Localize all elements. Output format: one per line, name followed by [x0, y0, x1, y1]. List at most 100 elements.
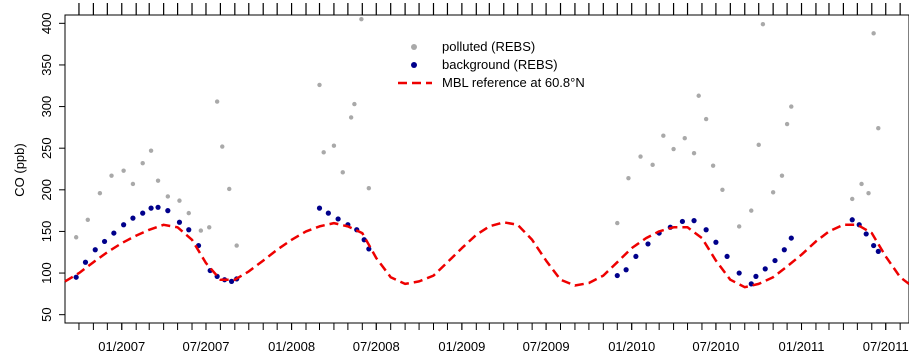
background-point [111, 230, 117, 236]
background-point [703, 227, 709, 233]
background-point [316, 205, 323, 211]
polluted-point [165, 194, 171, 199]
polluted-point [760, 21, 766, 27]
y-tick-label: 300 [39, 96, 54, 118]
background-point [736, 270, 742, 276]
legend-label-mbl: MBL reference at 60.8°N [442, 75, 585, 90]
polluted-point [784, 121, 790, 127]
y-tick-label: 50 [39, 307, 54, 321]
background-point [762, 266, 768, 272]
polluted-point [214, 99, 220, 104]
legend-label-polluted: polluted (REBS) [442, 39, 535, 54]
background-point [140, 210, 146, 216]
polluted-point [650, 162, 655, 168]
y-tick-label: 350 [39, 54, 54, 76]
polluted-point [331, 143, 337, 148]
background-point [186, 227, 192, 233]
background-point [614, 272, 620, 279]
polluted-point [130, 181, 136, 187]
x-tick-label: 01/2008 [268, 339, 315, 354]
polluted-point [866, 190, 871, 196]
polluted-point [348, 115, 354, 120]
polluted-point [198, 228, 204, 233]
x-tick-label: 07/2010 [692, 339, 739, 354]
legend-label-background: background (REBS) [442, 57, 558, 72]
polluted-point [359, 16, 364, 22]
polluted-point [220, 144, 225, 149]
background-point [772, 257, 778, 264]
polluted-point [779, 173, 785, 178]
background-point [148, 205, 154, 211]
y-tick-label: 100 [39, 262, 54, 284]
y-tick-label: 150 [39, 221, 54, 243]
background-point [228, 278, 235, 284]
background-point [165, 208, 171, 214]
background-point [176, 219, 183, 225]
polluted-point [770, 190, 776, 195]
x-tick-label: 01/2009 [438, 339, 485, 354]
axis-ticks: 50 100 150 200 250 300 350 400 01/2007 07/2007 01/… [39, 3, 909, 354]
polluted-point [661, 133, 666, 138]
y-axis-label: CO (ppb) [12, 143, 27, 196]
background-point [713, 239, 719, 245]
x-tick-label: 07/2007 [182, 339, 229, 354]
legend: polluted (REBS) background (REBS) MBL re… [398, 39, 585, 90]
background-point [633, 253, 639, 260]
polluted-point [321, 150, 326, 155]
background-point [101, 238, 108, 245]
polluted-point [155, 178, 161, 183]
polluted-point [710, 163, 716, 168]
background-point [130, 215, 136, 221]
background-point [73, 274, 79, 280]
background-point [849, 217, 855, 223]
polluted-point [207, 225, 212, 230]
polluted-point [871, 31, 876, 36]
polluted-point [340, 170, 345, 175]
y-tick-label: 400 [39, 12, 54, 34]
background-point [871, 242, 877, 249]
background-point [155, 204, 161, 210]
background-point [335, 216, 341, 222]
polluted-point [756, 142, 761, 148]
background-point [748, 281, 754, 287]
x-tick-label: 01/2011 [779, 339, 825, 354]
polluted-point [626, 175, 631, 181]
x-tick-label: 07/2011 [863, 339, 909, 354]
background-point [788, 235, 794, 241]
background-point [82, 259, 89, 265]
polluted-point [140, 160, 145, 166]
polluted-point [109, 173, 114, 178]
polluted-point [691, 150, 697, 156]
polluted-point [615, 220, 620, 226]
polluted-point [638, 154, 643, 159]
background-point [691, 218, 697, 224]
polluted-point [186, 210, 191, 216]
polluted-point [876, 126, 881, 131]
x-tick-label: 07/2009 [523, 339, 570, 354]
mbl-reference-line [64, 221, 909, 289]
polluted-point [317, 82, 322, 88]
polluted-point [73, 235, 79, 240]
polluted-point [352, 101, 357, 107]
polluted-point [234, 243, 239, 248]
reference-line-layer [64, 221, 909, 289]
polluted-point [859, 181, 864, 187]
background-point [679, 218, 686, 225]
x-tick-label: 01/2007 [98, 339, 145, 354]
plot-frame [64, 14, 909, 324]
background-point [724, 253, 730, 260]
polluted-point [789, 104, 794, 109]
polluted-point [177, 198, 182, 203]
background-point [645, 241, 651, 247]
background-point [121, 222, 127, 228]
background-point [366, 246, 372, 252]
polluted-point [97, 190, 103, 196]
polluted-point [850, 196, 855, 202]
polluted-point [749, 208, 754, 213]
background-point [92, 247, 98, 253]
y-tick-label: 200 [39, 179, 54, 201]
background-point [753, 273, 759, 279]
y-tick-label: 250 [39, 137, 54, 159]
polluted-point [227, 186, 232, 192]
